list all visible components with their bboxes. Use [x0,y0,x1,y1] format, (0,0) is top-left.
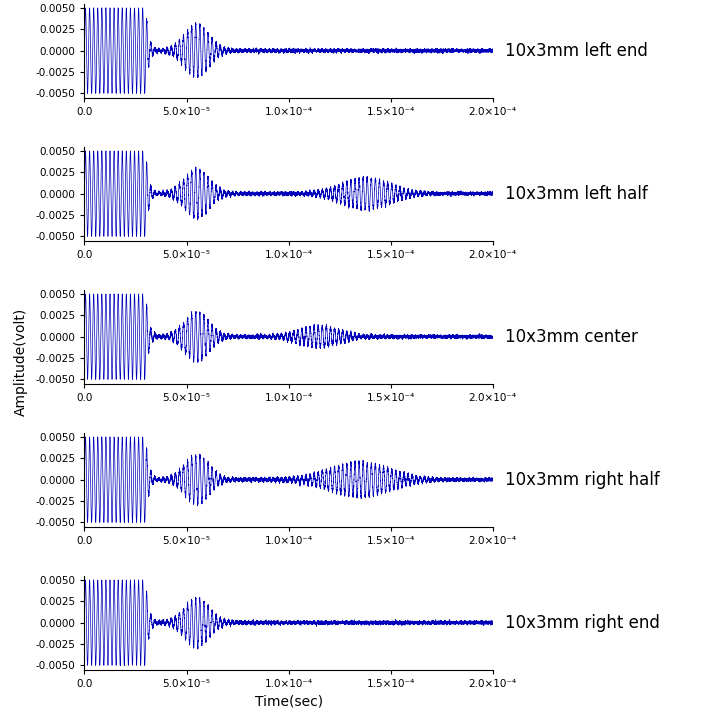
Text: 10x3mm left half: 10x3mm left half [505,185,648,203]
Text: Amplitude(volt): Amplitude(volt) [14,308,28,416]
Text: 10x3mm right half: 10x3mm right half [505,471,660,489]
X-axis label: Time(sec): Time(sec) [255,694,322,708]
Text: 10x3mm left end: 10x3mm left end [505,42,648,59]
Text: 10x3mm center: 10x3mm center [505,328,638,345]
Text: 10x3mm right end: 10x3mm right end [505,614,660,631]
